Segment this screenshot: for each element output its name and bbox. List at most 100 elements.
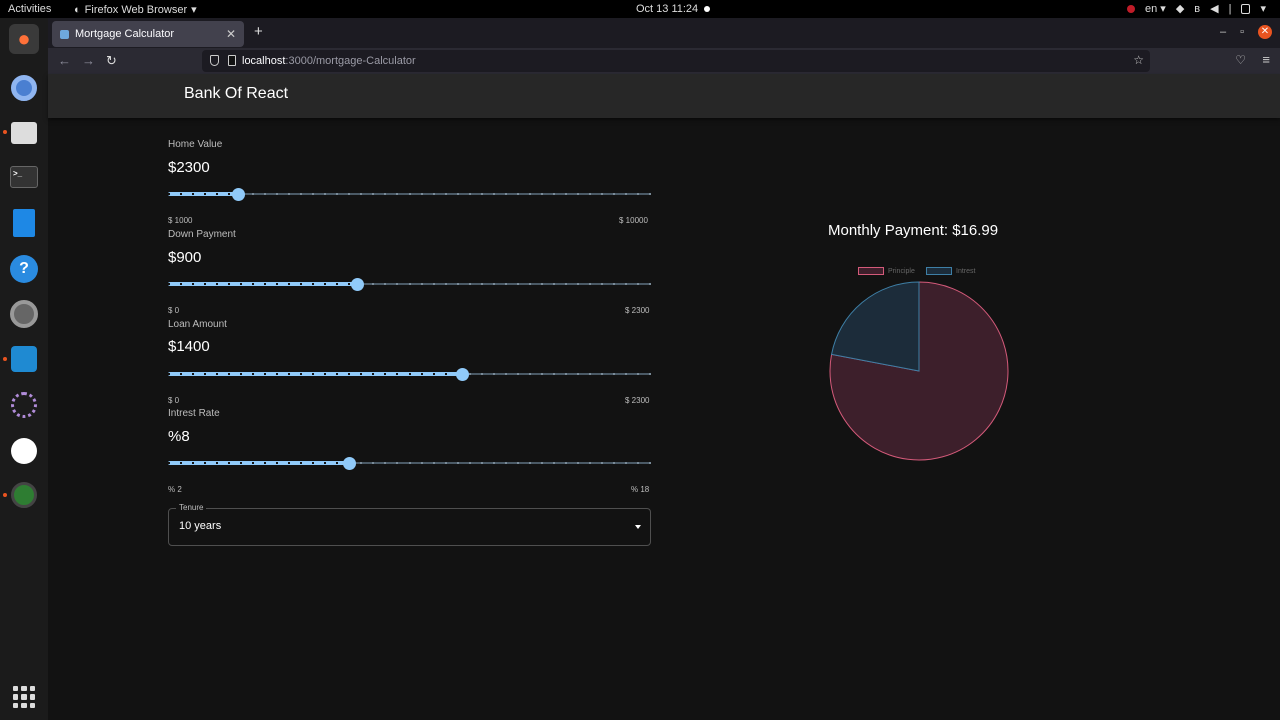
files-dock-icon[interactable] — [9, 118, 39, 148]
slider-mark — [576, 462, 579, 464]
tab-mortgage-calculator[interactable]: Mortgage Calculator ✕ — [52, 21, 244, 47]
slider-mark — [600, 462, 603, 464]
slider-mark — [432, 283, 435, 285]
shield-icon[interactable] — [210, 55, 219, 66]
payment-pie-chart — [829, 281, 1009, 461]
activities-button[interactable]: Activities — [8, 3, 52, 15]
slider-marks — [168, 193, 651, 195]
page-info-icon[interactable] — [228, 55, 236, 66]
address-bar[interactable]: localhost:3000/mortgage-Calculator ☆ — [202, 50, 1150, 72]
slider-mark — [252, 373, 255, 375]
slider-mark — [468, 193, 471, 195]
microphone-icon: | — [1228, 2, 1232, 15]
back-icon[interactable]: ← — [58, 53, 71, 68]
maximize-icon[interactable]: ▫ — [1240, 26, 1244, 38]
slider-track — [168, 282, 357, 286]
pocket-icon[interactable]: ♡ — [1235, 53, 1246, 67]
tenure-select[interactable]: Tenure 10 years — [168, 503, 651, 546]
slider-mark — [456, 283, 459, 285]
slider-mark — [480, 462, 483, 464]
chromium-dock-icon[interactable] — [9, 73, 39, 103]
slider-thumb[interactable] — [456, 368, 469, 381]
down-payment-slider[interactable] — [168, 276, 651, 292]
tenure-value: 10 years — [179, 520, 222, 532]
slider-mark — [168, 462, 170, 464]
pie-slice-intrest[interactable] — [830, 281, 920, 372]
slider-mark — [432, 193, 435, 195]
legend-item-interest[interactable]: Intrest — [926, 266, 975, 276]
home-value-slider[interactable] — [168, 186, 651, 202]
clock[interactable]: Oct 13 11:24 — [636, 3, 711, 15]
slider-mark — [552, 462, 555, 464]
app-dock-icon[interactable] — [9, 390, 39, 420]
interest-rate-slider[interactable] — [168, 455, 651, 471]
legend-item-principle[interactable]: Principle — [858, 266, 915, 276]
slider-thumb[interactable] — [351, 278, 364, 291]
language-indicator[interactable]: en ▾ — [1145, 3, 1166, 15]
slider-mark — [540, 373, 543, 375]
slider-mark — [576, 373, 579, 375]
slider-mark — [540, 462, 543, 464]
new-tab-button[interactable]: + — [254, 23, 263, 40]
slider-thumb[interactable] — [343, 457, 357, 470]
home-value-amount: $2300 — [168, 159, 210, 176]
slider-mark — [504, 193, 507, 195]
loan-amount-max: $ 2300 — [625, 396, 650, 405]
app-menu[interactable]: ◐ Firefox Web Browser ▾ — [74, 3, 197, 17]
vscode-dock-icon[interactable] — [9, 344, 39, 374]
slider-mark — [564, 373, 567, 375]
screen-recorder-dock-icon[interactable] — [9, 480, 39, 510]
show-applications-icon[interactable] — [13, 686, 35, 708]
slider-mark — [264, 193, 267, 195]
reload-icon[interactable]: ↻ — [106, 53, 117, 68]
slider-mark — [528, 462, 531, 464]
hamburger-menu-icon[interactable]: ≡ — [1262, 52, 1270, 67]
slider-mark — [192, 462, 195, 464]
close-window-icon[interactable]: ✕ — [1258, 25, 1272, 39]
slider-mark — [228, 283, 231, 285]
tab-bar: Mortgage Calculator ✕ + – ▫ ✕ — [48, 18, 1280, 48]
slider-mark — [624, 193, 627, 195]
slider-marks — [168, 283, 651, 285]
slider-track — [168, 372, 462, 376]
slider-mark — [312, 283, 315, 285]
slack-dock-icon[interactable] — [9, 436, 39, 466]
interest-rate-max: % 18 — [631, 485, 650, 494]
slider-mark — [420, 462, 423, 464]
writer-dock-icon[interactable] — [9, 208, 39, 238]
slider-mark — [348, 373, 351, 375]
slider-mark — [552, 193, 555, 195]
slider-mark — [468, 283, 471, 285]
settings-dock-icon[interactable] — [9, 299, 39, 329]
close-tab-icon[interactable]: ✕ — [225, 27, 236, 41]
slider-mark — [348, 283, 351, 285]
slider-mark — [264, 373, 267, 375]
forward-icon[interactable]: → — [82, 53, 95, 68]
system-tray[interactable]: en ▾ ◆ ʙ ◀ | ▾ — [1127, 2, 1266, 15]
slider-mark — [288, 373, 291, 375]
slider-mark — [649, 373, 651, 375]
navigation-toolbar: ← → ↻ localhost:3000/mortgage-Calculator… — [48, 48, 1280, 74]
slider-mark — [552, 283, 555, 285]
slider-mark — [432, 462, 435, 464]
slider-mark — [492, 462, 495, 464]
loan-amount-slider[interactable] — [168, 366, 651, 382]
firefox-dock-icon[interactable]: ● — [9, 24, 39, 54]
url-host: localhost — [242, 55, 286, 67]
slider-mark — [240, 373, 243, 375]
help-dock-icon[interactable]: ? — [9, 254, 39, 284]
minimize-icon[interactable]: – — [1219, 26, 1227, 38]
slider-mark — [408, 373, 411, 375]
slider-mark — [216, 283, 219, 285]
slider-thumb[interactable] — [231, 188, 245, 201]
slider-mark — [649, 462, 651, 464]
down-payment-min: $ 0 — [168, 306, 180, 315]
slider-mark — [492, 193, 495, 195]
slider-marks — [168, 462, 651, 464]
terminal-dock-icon[interactable]: >_ — [9, 162, 39, 192]
slider-mark — [168, 193, 170, 195]
slider-mark — [228, 193, 231, 195]
slider-mark — [420, 283, 423, 285]
bookmark-star-icon[interactable]: ☆ — [1133, 53, 1144, 67]
slider-mark — [504, 462, 507, 464]
